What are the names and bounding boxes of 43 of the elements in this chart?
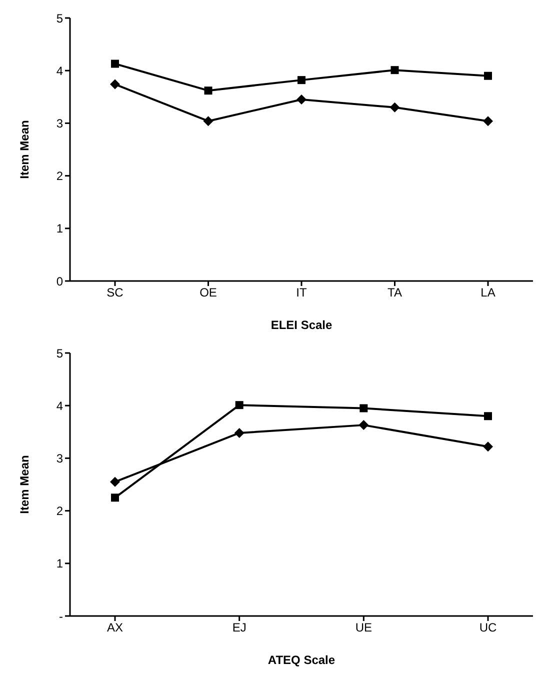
point [484,412,492,420]
y-tick-label: 1 [56,222,64,236]
x-tick-label: UC [479,620,497,635]
x-tick-label: UE [355,620,372,635]
y-tick-label: 4 [56,398,64,413]
x-tick-label: TA [388,286,402,300]
point [110,476,120,487]
y-tick-label: 3 [56,116,64,130]
point [204,86,212,95]
point [390,66,399,74]
point [234,428,244,438]
y-tick-label: 1 [56,556,64,571]
x-tick-label: SC [106,286,124,300]
y-axis-title: Item Mean [17,120,32,179]
x-tick-label: EJ [232,620,246,635]
y-tick-label: 3 [56,451,64,466]
y-tick-label: 5 [56,11,64,26]
point [110,79,120,90]
x-axis-title: ATEQ Scale [268,653,336,667]
x-axis-title: ELEI Scale [270,318,333,332]
point [390,102,400,112]
point [358,420,369,430]
y-axis-title: Item Mean [17,455,32,514]
point [483,442,493,452]
x-tick-label: AX [106,620,124,635]
point [203,116,214,126]
y-tick-label: 2 [56,169,64,184]
y-tick-label: 5 [56,346,64,360]
x-tick-label: IT [296,286,308,300]
point [111,60,119,68]
point [235,401,244,410]
point [360,404,368,412]
point [111,494,119,502]
point [484,72,492,80]
y-tick-label: 2 [56,504,64,518]
point [483,116,493,126]
point [296,94,306,105]
y-tick-label: 0 [56,274,64,288]
y-tick-label: 4 [56,64,64,78]
point [298,76,306,84]
x-tick-label: OE [200,286,217,300]
x-tick-label: LA [480,286,496,300]
y-tick-label: - [59,609,63,624]
